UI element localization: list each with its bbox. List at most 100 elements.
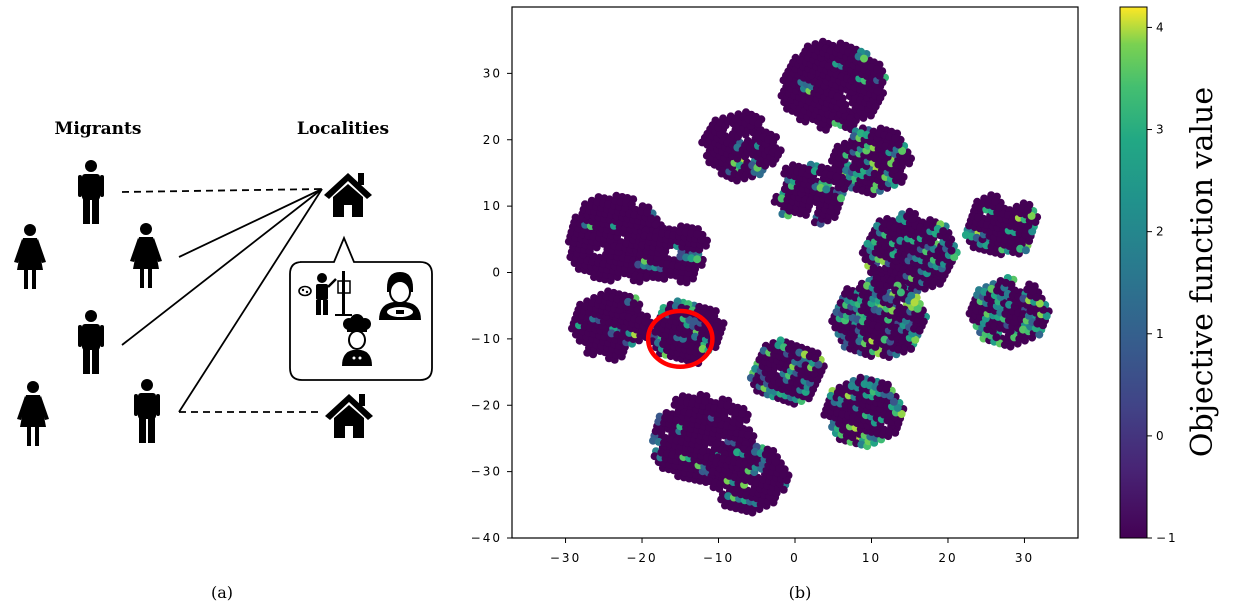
x-tick-label: 30 — [1015, 551, 1034, 565]
panel-a-label: (a) — [211, 583, 233, 602]
scatter-point — [723, 401, 731, 410]
colorbar-ticks: 4 3 2 1 0 −1 — [1147, 20, 1176, 545]
scatter-point — [821, 125, 830, 134]
scatter-point — [641, 317, 650, 326]
scatter-point — [697, 235, 706, 244]
scatter-point — [754, 119, 763, 128]
scatter-point — [807, 176, 816, 185]
scatter-point — [659, 249, 668, 258]
scatter-point — [897, 410, 906, 418]
scatter-point — [692, 230, 701, 239]
scatter-point — [774, 150, 782, 159]
scatter-point — [651, 233, 660, 242]
scatter-point — [638, 241, 647, 250]
scatter-point — [927, 238, 935, 247]
scatter-point — [701, 241, 710, 250]
scatter-point — [873, 87, 882, 96]
localities-title: Localities — [297, 119, 389, 139]
scatter-point — [822, 185, 831, 194]
scatter-point — [947, 246, 956, 255]
scatter-point — [910, 298, 919, 307]
colorbar-tick-label: 4 — [1156, 20, 1166, 34]
y-tick-label: 20 — [483, 133, 502, 147]
scatter-point — [627, 200, 636, 209]
scatter-point — [879, 287, 887, 296]
scatter-point — [913, 304, 922, 313]
scatter-point — [836, 99, 845, 108]
scatter-point — [742, 415, 751, 424]
scatter-point — [651, 220, 660, 229]
scatter-point — [782, 476, 791, 485]
scatter-point — [840, 184, 849, 193]
scatter-point — [768, 159, 777, 168]
x-tick-label: −30 — [550, 551, 581, 565]
scatter-point — [1021, 246, 1030, 255]
scatter-point — [643, 208, 651, 217]
scatter-point — [1031, 218, 1040, 226]
scatter-point — [889, 397, 898, 406]
scatter-point — [629, 299, 638, 308]
x-tick-label: −10 — [703, 551, 734, 565]
x-tick-label: 10 — [862, 551, 881, 565]
scatter-point — [894, 171, 903, 180]
scatter-point — [617, 352, 626, 361]
woman-icon — [130, 223, 162, 288]
scatter-point — [809, 385, 818, 394]
scatter-point — [875, 71, 884, 80]
man-icon — [78, 160, 104, 224]
scatter-point — [693, 255, 702, 264]
scatter-point — [838, 105, 847, 114]
scatter-point — [832, 172, 841, 181]
scatter-point — [1035, 299, 1044, 308]
y-tick-label: −40 — [471, 531, 502, 545]
scatter-point — [1039, 321, 1047, 330]
scatter-point — [689, 274, 697, 283]
scatter-point — [944, 240, 953, 249]
scatter-point — [869, 263, 878, 272]
scatter-point — [1025, 236, 1034, 245]
scatter-point — [779, 485, 788, 494]
scatter-point — [717, 324, 726, 333]
scatter-point — [974, 213, 982, 222]
scatter-point — [769, 498, 778, 507]
house-icon — [324, 173, 372, 217]
man-icon — [78, 310, 104, 374]
woman-icon — [17, 381, 49, 446]
scatter-point — [1027, 211, 1036, 220]
scatter-point — [697, 260, 706, 269]
scatter-point — [882, 385, 891, 394]
scatter-point — [919, 317, 928, 326]
scatter-point — [775, 464, 784, 473]
y-tick-label: 30 — [483, 66, 502, 80]
woman-icon — [14, 224, 46, 289]
colorbar-tick-label: 3 — [1156, 123, 1166, 137]
scatter-point — [886, 391, 895, 400]
scatter-point — [1028, 227, 1037, 236]
driver-icon — [379, 272, 421, 320]
scatter-point — [712, 439, 721, 448]
scatter-point — [894, 140, 903, 149]
scatter-point — [1028, 287, 1037, 296]
scatter-point — [939, 227, 948, 236]
scatter-point — [891, 134, 900, 143]
dashed-link-top — [121, 188, 323, 193]
scatter-point — [647, 214, 656, 223]
scatter-point — [701, 397, 709, 406]
scatter-point — [1042, 312, 1051, 320]
scatter-point — [871, 102, 880, 111]
scatter-point — [898, 146, 907, 155]
scatter-point — [935, 279, 944, 288]
scatter-point — [866, 111, 875, 120]
x-tick-label: −20 — [626, 551, 657, 565]
scatter-point — [860, 54, 868, 63]
scatter-points — [564, 37, 1053, 517]
painter-icon — [298, 271, 352, 316]
scatter-point — [915, 326, 924, 335]
scatter-point — [771, 458, 780, 467]
scatter-point — [767, 370, 776, 379]
scatter-point — [836, 178, 845, 187]
y-tick-label: 10 — [483, 199, 502, 213]
scatter-point — [698, 447, 707, 456]
